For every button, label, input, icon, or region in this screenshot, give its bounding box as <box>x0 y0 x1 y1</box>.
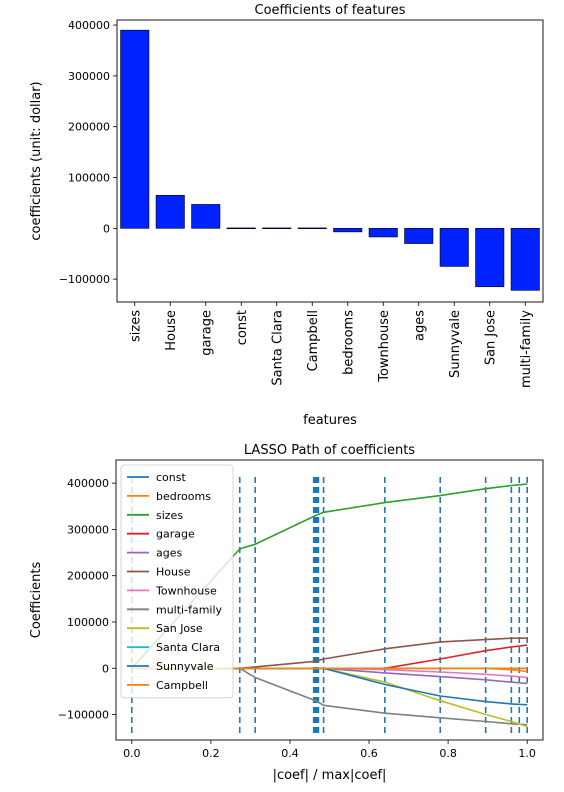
bar-ytick-label: 300000 <box>68 70 110 83</box>
bar-xtick-label-townhouse: Townhouse <box>377 310 392 383</box>
lasso-xlabel: |coef| / max|coef| <box>273 768 387 783</box>
lasso-ytick-label: −100000 <box>58 709 109 722</box>
legend-label-house: House <box>156 566 191 579</box>
lasso-xtick-label: 0.4 <box>281 747 299 760</box>
lasso-chart-title: LASSO Path of coefficients <box>244 443 415 458</box>
lasso-chart: 400000 300000 200000 100000 0 −100000 0.0 0.2 0.… <box>29 443 544 783</box>
legend-label-bedrooms: bedrooms <box>156 490 211 503</box>
legend-label-multi-family: multi-family <box>156 603 223 616</box>
bar-campbell <box>297 227 327 230</box>
bar-house <box>155 194 185 229</box>
bar-xtick-label-bedrooms: bedrooms <box>341 310 356 375</box>
bar-xtick-label-sunnyvale: Sunnyvale <box>448 310 463 378</box>
legend-label-garage: garage <box>156 528 195 541</box>
bar-chart: 400000 300000 200000 100000 0 −100000 sizes Hou… <box>29 3 544 428</box>
bar-bedrooms <box>333 228 363 233</box>
legend-label-ages: ages <box>156 547 182 560</box>
bar-plot-frame <box>116 19 544 303</box>
lasso-ytick-label: 400000 <box>67 477 109 490</box>
legend-label-sunnyvale: Sunnyvale <box>156 660 214 673</box>
path-sizes <box>131 483 528 669</box>
bar-xtick-label-multi-family: multi-family <box>519 310 534 388</box>
lasso-ytick-label: 300000 <box>67 523 109 536</box>
lasso-ylabel: Coefficients <box>29 562 44 639</box>
bar-xtick-label-house: House <box>164 310 179 351</box>
bar-const <box>226 227 256 230</box>
bar-xtick-label-san-jose: San Jose <box>483 310 498 365</box>
lasso-ytick-label: 200000 <box>67 570 109 583</box>
legend-label-campbell: Campbell <box>156 679 208 692</box>
bar-ages <box>404 228 434 244</box>
bar-san-jose <box>475 228 505 288</box>
bar-xlabel: features <box>303 413 357 428</box>
bar-xtick-label-santa-clara: Santa Clara <box>270 310 285 386</box>
legend-label-const: const <box>156 471 186 484</box>
legend-label-santa-clara: Santa Clara <box>156 641 220 654</box>
bar-ylabel: coefficients (unit: dollar) <box>29 81 44 240</box>
bar-garage <box>191 204 221 229</box>
legend-label-sizes: sizes <box>156 509 183 522</box>
path-multi-family <box>131 667 528 726</box>
bar-xtick-label-garage: garage <box>199 310 214 356</box>
legend-label-san-jose: San Jose <box>156 622 203 635</box>
bar-sunnyvale <box>439 228 469 267</box>
bar-xtick-label-campbell: Campbell <box>306 310 321 371</box>
bar-xtick-label-ages: ages <box>412 310 427 341</box>
lasso-xtick-label: 0.0 <box>123 747 141 760</box>
bar-ytick-label: 200000 <box>68 121 110 134</box>
legend-label-townhouse: Townhouse <box>155 584 217 597</box>
lasso-ytick-label: 0 <box>102 662 109 675</box>
bar-chart-title: Coefficients of features <box>255 3 406 18</box>
lasso-xtick-label: 1.0 <box>518 747 536 760</box>
lasso-xtick-label: 0.2 <box>202 747 220 760</box>
bar-multi-family <box>510 228 540 291</box>
bar-ytick-label: 0 <box>103 222 110 235</box>
bar-xtick-label-sizes: sizes <box>128 310 143 342</box>
bar-santa-clara <box>262 227 292 230</box>
legend: const bedrooms sizes garage ages House Townhou… <box>120 464 234 699</box>
bar-ytick-label: −100000 <box>59 273 110 286</box>
bar-townhouse <box>368 228 398 238</box>
legend-box <box>120 464 234 699</box>
lasso-xtick-label: 0.6 <box>360 747 378 760</box>
lasso-plot-frame <box>115 459 544 741</box>
lasso-ytick-label: 100000 <box>67 616 109 629</box>
bar-ytick-label: 100000 <box>68 172 110 185</box>
bar-ytick-label: 400000 <box>68 19 110 32</box>
bar-xtick-label-const: const <box>235 310 250 345</box>
lasso-xtick-label: 0.8 <box>439 747 457 760</box>
bar-sizes <box>120 29 150 229</box>
